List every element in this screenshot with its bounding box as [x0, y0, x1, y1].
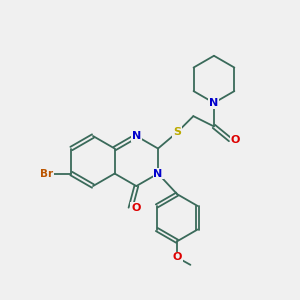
Text: O: O: [131, 203, 140, 213]
Text: O: O: [172, 253, 182, 262]
Text: N: N: [153, 169, 163, 178]
Text: O: O: [231, 135, 240, 145]
Text: N: N: [132, 131, 141, 141]
Text: N: N: [209, 98, 219, 108]
Text: S: S: [173, 127, 181, 137]
Text: N: N: [209, 98, 219, 108]
Text: Br: Br: [40, 169, 53, 178]
